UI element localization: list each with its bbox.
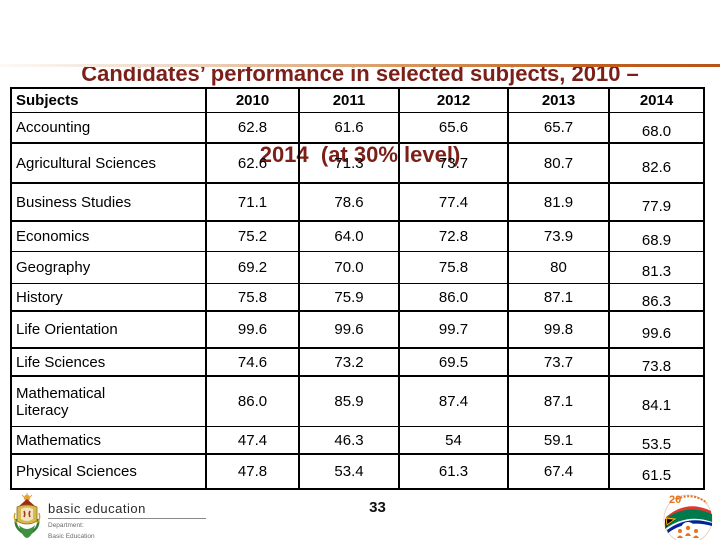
table-row: Life Sciences 74.6 73.2 69.5 73.7 73.8 — [12, 349, 705, 377]
table-row: Physical Sciences 47.8 53.4 61.3 67.4 61… — [12, 455, 705, 490]
value-cell: 82.6 — [610, 144, 705, 184]
value-cell: 74.6 — [207, 349, 300, 377]
value-cell: 87.4 — [400, 377, 509, 427]
freedom-logo-icon: 20 — [663, 494, 713, 540]
value-cell: 72.8 — [400, 222, 509, 252]
value-cell: 71.3 — [300, 144, 400, 184]
value-cell: 53.5 — [610, 427, 705, 455]
value-cell: 73.8 — [610, 349, 705, 377]
header-2014: 2014 — [610, 89, 705, 113]
value-cell: 78.6 — [300, 184, 400, 222]
value-cell: 81.3 — [610, 252, 705, 284]
value-cell: 47.8 — [207, 455, 300, 490]
value-cell: 62.8 — [207, 113, 300, 144]
value-cell: 70.0 — [300, 252, 400, 284]
value-cell: 80 — [509, 252, 610, 284]
value-cell: 77.4 — [400, 184, 509, 222]
value-cell: 68.9 — [610, 222, 705, 252]
value-cell: 99.6 — [300, 312, 400, 349]
value-cell: 67.4 — [509, 455, 610, 490]
value-cell: 99.7 — [400, 312, 509, 349]
value-cell: 75.8 — [400, 252, 509, 284]
subject-cell: Agricultural Sciences — [12, 144, 207, 184]
header-2012: 2012 — [400, 89, 509, 113]
table-row: Mathematical Literacy 86.0 85.9 87.4 87.… — [12, 377, 705, 427]
value-cell: 99.6 — [610, 312, 705, 349]
value-cell: 71.1 — [207, 184, 300, 222]
dbe-logo-text: basic education Department: Basic Educat… — [48, 493, 206, 540]
value-cell: 85.9 — [300, 377, 400, 427]
value-cell: 69.5 — [400, 349, 509, 377]
value-cell: 87.1 — [509, 377, 610, 427]
table-header-row: Subjects 2010 2011 2012 2013 2014 — [12, 89, 705, 113]
table-row: Economics 75.2 64.0 72.8 73.9 68.9 — [12, 222, 705, 252]
value-cell: 61.6 — [300, 113, 400, 144]
header-2010: 2010 — [207, 89, 300, 113]
table-row: Mathematics 47.4 46.3 54 59.1 53.5 — [12, 427, 705, 455]
title-divider — [0, 64, 720, 67]
value-cell: 65.7 — [509, 113, 610, 144]
twenty-years-of-freedom-logo: 20 — [659, 489, 715, 540]
value-cell: 68.0 — [610, 113, 705, 144]
value-cell: 59.1 — [509, 427, 610, 455]
table-row: Accounting 62.8 61.6 65.6 65.7 68.0 — [12, 113, 705, 144]
value-cell: 65.6 — [400, 113, 509, 144]
value-cell: 75.2 — [207, 222, 300, 252]
subject-cell: Life Sciences — [12, 349, 207, 377]
slide-title-line2: 2014 (at 30% level) — [259, 142, 461, 167]
value-cell: 99.8 — [509, 312, 610, 349]
value-cell: 81.9 — [509, 184, 610, 222]
dbe-logo-sub1: Department: — [48, 522, 84, 529]
subject-cell: Economics — [12, 222, 207, 252]
table-row: History 75.8 75.9 86.0 87.1 86.3 — [12, 284, 705, 312]
dbe-logo: basic education Department: Basic Educat… — [12, 493, 206, 540]
subject-cell: Mathematics — [12, 427, 207, 455]
value-cell: 54 — [400, 427, 509, 455]
value-cell: 75.9 — [300, 284, 400, 312]
table-row: Life Orientation 99.6 99.6 99.7 99.8 99.… — [12, 312, 705, 349]
value-cell: 53.4 — [300, 455, 400, 490]
value-cell: 47.4 — [207, 427, 300, 455]
value-cell: 73.7 — [400, 144, 509, 184]
value-cell: 86.0 — [400, 284, 509, 312]
header-subjects: Subjects — [12, 89, 207, 113]
subject-cell: Life Orientation — [12, 312, 207, 349]
dbe-logo-name: basic education — [48, 501, 206, 519]
subject-cell: Mathematical Literacy — [12, 377, 207, 427]
subject-cell: Geography — [12, 252, 207, 284]
freedom-logo-badge: 20 — [669, 494, 681, 506]
page-number: 33 — [369, 499, 386, 516]
value-cell: 61.3 — [400, 455, 509, 490]
value-cell: 62.6 — [207, 144, 300, 184]
value-cell: 84.1 — [610, 377, 705, 427]
value-cell: 61.5 — [610, 455, 705, 490]
dbe-logo-sub2: Basic Education — [48, 533, 95, 540]
table-row: Agricultural Sciences 62.6 71.3 73.7 80.… — [12, 144, 705, 184]
value-cell: 69.2 — [207, 252, 300, 284]
value-cell: 80.7 — [509, 144, 610, 184]
value-cell: 99.6 — [207, 312, 300, 349]
value-cell: 64.0 — [300, 222, 400, 252]
subject-cell: Accounting — [12, 113, 207, 144]
table-row: Business Studies 71.1 78.6 77.4 81.9 77.… — [12, 184, 705, 222]
subject-cell: Physical Sciences — [12, 455, 207, 490]
header-2011: 2011 — [300, 89, 400, 113]
value-cell: 86.0 — [207, 377, 300, 427]
value-cell: 86.3 — [610, 284, 705, 312]
value-cell: 75.8 — [207, 284, 300, 312]
table-row: Geography 69.2 70.0 75.8 80 81.3 — [12, 252, 705, 284]
value-cell: 73.2 — [300, 349, 400, 377]
subject-cell: History — [12, 284, 207, 312]
subject-cell: Business Studies — [12, 184, 207, 222]
header-2013: 2013 — [509, 89, 610, 113]
sa-coat-of-arms-icon — [13, 493, 41, 538]
value-cell: 73.9 — [509, 222, 610, 252]
value-cell: 46.3 — [300, 427, 400, 455]
performance-table: Subjects 2010 2011 2012 2013 2014 Accoun… — [10, 87, 705, 490]
value-cell: 87.1 — [509, 284, 610, 312]
value-cell: 77.9 — [610, 184, 705, 222]
value-cell: 73.7 — [509, 349, 610, 377]
